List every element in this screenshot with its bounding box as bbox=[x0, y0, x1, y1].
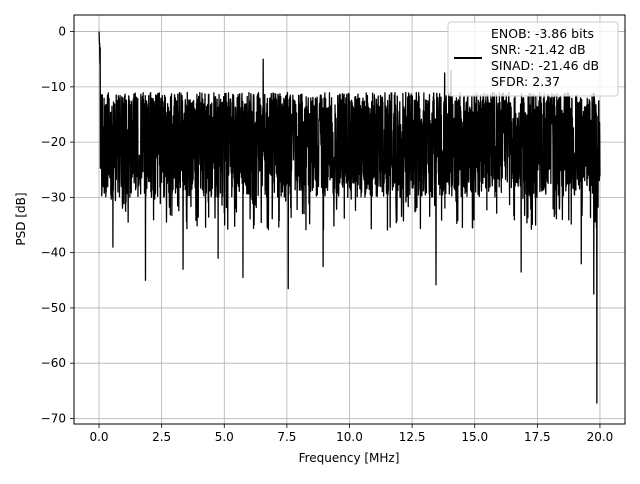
series-layer bbox=[98, 31, 601, 404]
x-tick-label: 0.0 bbox=[89, 430, 108, 444]
y-tick-label: −70 bbox=[41, 411, 66, 425]
psd-series-line bbox=[98, 31, 601, 404]
legend-entry-sfdr: SFDR: 2.37 bbox=[491, 74, 560, 89]
legend: ENOB: -3.86 bits SNR: -21.42 dB SINAD: -… bbox=[447, 21, 619, 97]
legend-box bbox=[447, 21, 619, 97]
legend-entry-enob: ENOB: -3.86 bits bbox=[491, 26, 594, 41]
x-tick-label: 5.0 bbox=[215, 430, 234, 444]
y-axis-label: PSD [dB] bbox=[14, 192, 28, 245]
y-tick-label: −40 bbox=[41, 246, 66, 260]
y-tick-label: −30 bbox=[41, 190, 66, 204]
legend-entry-sinad: SINAD: -21.46 dB bbox=[491, 58, 599, 73]
x-tick-label: 17.5 bbox=[524, 430, 551, 444]
x-tick-label: 15.0 bbox=[461, 430, 488, 444]
x-axis: 0.0 2.5 5.0 7.5 10.0 12.5 15.0 17.5 20.0 bbox=[89, 424, 613, 444]
y-tick-label: −50 bbox=[41, 301, 66, 315]
x-axis-label: Frequency [MHz] bbox=[299, 451, 400, 465]
y-tick-label: −10 bbox=[41, 80, 66, 94]
x-tick-label: 2.5 bbox=[152, 430, 171, 444]
x-tick-label: 7.5 bbox=[277, 430, 296, 444]
x-tick-label: 12.5 bbox=[399, 430, 426, 444]
y-axis: 0 −10 −20 −30 −40 −50 −60 −70 bbox=[41, 25, 74, 425]
legend-entry-snr: SNR: -21.42 dB bbox=[491, 42, 586, 57]
x-tick-label: 10.0 bbox=[336, 430, 363, 444]
y-tick-label: −20 bbox=[41, 135, 66, 149]
x-tick-label: 20.0 bbox=[587, 430, 614, 444]
y-tick-label: −60 bbox=[41, 356, 66, 370]
y-tick-label: 0 bbox=[58, 25, 66, 39]
